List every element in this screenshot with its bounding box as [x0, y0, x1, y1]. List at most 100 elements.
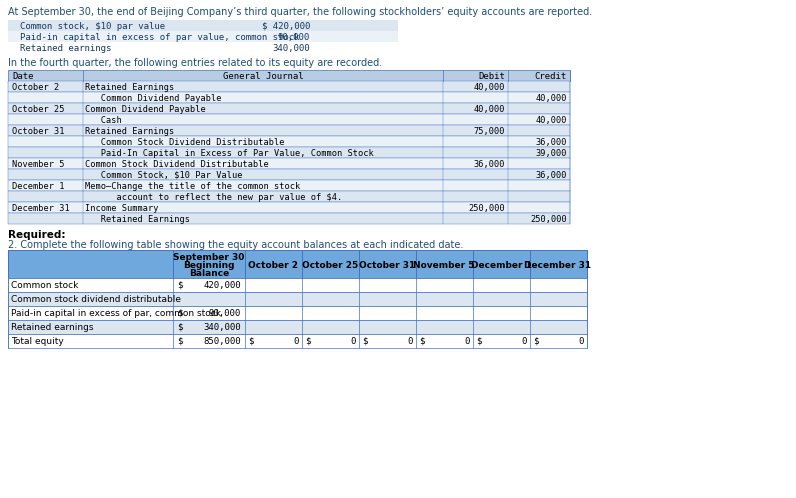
Text: Common Stock Dividend Distributable: Common Stock Dividend Distributable: [85, 159, 269, 168]
Text: $: $: [248, 337, 253, 346]
Text: Paid-in capital in excess of par value, common stock: Paid-in capital in excess of par value, …: [20, 32, 299, 41]
Text: Common Dividend Payable: Common Dividend Payable: [85, 105, 205, 114]
Bar: [8, 180, 570, 191]
Text: Cash: Cash: [85, 116, 122, 124]
Text: October 31: October 31: [12, 126, 64, 135]
Text: $: $: [476, 337, 482, 346]
Text: $: $: [177, 323, 182, 332]
Text: Date: Date: [12, 72, 33, 81]
Text: 340,000: 340,000: [203, 323, 241, 332]
Bar: [8, 278, 587, 292]
Text: October 31: October 31: [359, 261, 416, 270]
Text: 0: 0: [465, 337, 470, 346]
Text: In the fourth quarter, the following entries related to its equity are recorded.: In the fourth quarter, the following ent…: [8, 58, 382, 68]
Text: November 5: November 5: [413, 261, 474, 270]
Text: $: $: [419, 337, 424, 346]
Text: 850,000: 850,000: [203, 337, 241, 346]
Text: Income Summary: Income Summary: [85, 204, 158, 213]
Bar: [8, 320, 587, 334]
Bar: [8, 81, 570, 92]
Text: 250,000: 250,000: [468, 204, 505, 213]
Text: Retained Earnings: Retained Earnings: [85, 215, 190, 224]
Text: account to reflect the new par value of $4.: account to reflect the new par value of …: [85, 193, 342, 202]
Bar: [8, 250, 587, 278]
Text: Common Stock Dividend Distributable: Common Stock Dividend Distributable: [85, 137, 284, 146]
Bar: [8, 103, 570, 114]
Text: 75,000: 75,000: [474, 126, 505, 135]
Text: October 25: October 25: [12, 105, 64, 114]
Text: At September 30, the end of Beijing Company’s third quarter, the following stock: At September 30, the end of Beijing Comp…: [8, 7, 592, 17]
Text: Paid-In Capital in Excess of Par Value, Common Stock: Paid-In Capital in Excess of Par Value, …: [85, 148, 374, 157]
Bar: [8, 20, 398, 31]
Text: December 1: December 1: [470, 261, 532, 270]
Text: 0: 0: [408, 337, 413, 346]
Text: October 2: October 2: [248, 261, 298, 270]
Text: Common Stock, $10 Par Value: Common Stock, $10 Par Value: [85, 170, 243, 179]
Text: $: $: [177, 280, 182, 289]
Text: Retained Earnings: Retained Earnings: [85, 126, 174, 135]
Text: Retained earnings: Retained earnings: [11, 323, 93, 332]
Bar: [8, 213, 570, 224]
Text: 40,000: 40,000: [474, 83, 505, 92]
Text: 420,000: 420,000: [203, 280, 241, 289]
Text: Common stock: Common stock: [11, 280, 78, 289]
Text: Common stock, $10 par value: Common stock, $10 par value: [20, 21, 165, 30]
Text: Retained earnings: Retained earnings: [20, 43, 111, 52]
Text: Credit: Credit: [535, 72, 567, 81]
Bar: [8, 92, 570, 103]
Bar: [8, 191, 570, 202]
Bar: [8, 292, 587, 306]
Text: 90,000: 90,000: [278, 32, 310, 41]
Bar: [8, 42, 398, 53]
Text: $: $: [362, 337, 368, 346]
Text: 40,000: 40,000: [474, 105, 505, 114]
Text: 36,000: 36,000: [536, 170, 567, 179]
Bar: [8, 136, 570, 147]
Text: November 5: November 5: [12, 159, 64, 168]
Text: 36,000: 36,000: [474, 159, 505, 168]
Bar: [8, 306, 587, 320]
Text: 250,000: 250,000: [530, 215, 567, 224]
Text: Paid-in capital in excess of par, common stock: Paid-in capital in excess of par, common…: [11, 308, 221, 318]
Text: 340,000: 340,000: [272, 43, 310, 52]
Bar: [8, 169, 570, 180]
Text: 0: 0: [521, 337, 527, 346]
Text: Debit: Debit: [478, 72, 505, 81]
Text: Beginning: Beginning: [183, 261, 235, 270]
Text: Memo–Change the title of the common stock: Memo–Change the title of the common stoc…: [85, 181, 300, 191]
Text: $: $: [177, 337, 182, 346]
Bar: [8, 158, 570, 169]
Text: Balance: Balance: [189, 269, 229, 278]
Text: December 31: December 31: [525, 261, 591, 270]
Text: Common Dividend Payable: Common Dividend Payable: [85, 94, 221, 103]
Text: Total equity: Total equity: [11, 337, 64, 346]
Text: 39,000: 39,000: [536, 148, 567, 157]
Text: October 25: October 25: [302, 261, 358, 270]
Bar: [8, 202, 570, 213]
Text: 36,000: 36,000: [536, 137, 567, 146]
Text: $: $: [305, 337, 310, 346]
Text: 0: 0: [579, 337, 584, 346]
Text: General Journal: General Journal: [223, 72, 303, 81]
Text: 2. Complete the following table showing the equity account balances at each indi: 2. Complete the following table showing …: [8, 240, 463, 250]
Text: $: $: [177, 308, 182, 318]
Bar: [8, 125, 570, 136]
Bar: [8, 114, 570, 125]
Bar: [8, 70, 570, 81]
Bar: [8, 147, 570, 158]
Text: 90,000: 90,000: [209, 308, 241, 318]
Bar: [8, 31, 398, 42]
Text: Required:: Required:: [8, 230, 65, 240]
Text: October 2: October 2: [12, 83, 59, 92]
Text: Common stock dividend distributable: Common stock dividend distributable: [11, 294, 181, 303]
Text: 40,000: 40,000: [536, 116, 567, 124]
Text: $: $: [533, 337, 538, 346]
Text: Retained Earnings: Retained Earnings: [85, 83, 174, 92]
Text: September 30: September 30: [174, 253, 244, 262]
Text: 0: 0: [294, 337, 299, 346]
Text: 40,000: 40,000: [536, 94, 567, 103]
Text: $ 420,000: $ 420,000: [262, 21, 310, 30]
Bar: [8, 334, 587, 348]
Text: December 1: December 1: [12, 181, 64, 191]
Text: December 31: December 31: [12, 204, 70, 213]
